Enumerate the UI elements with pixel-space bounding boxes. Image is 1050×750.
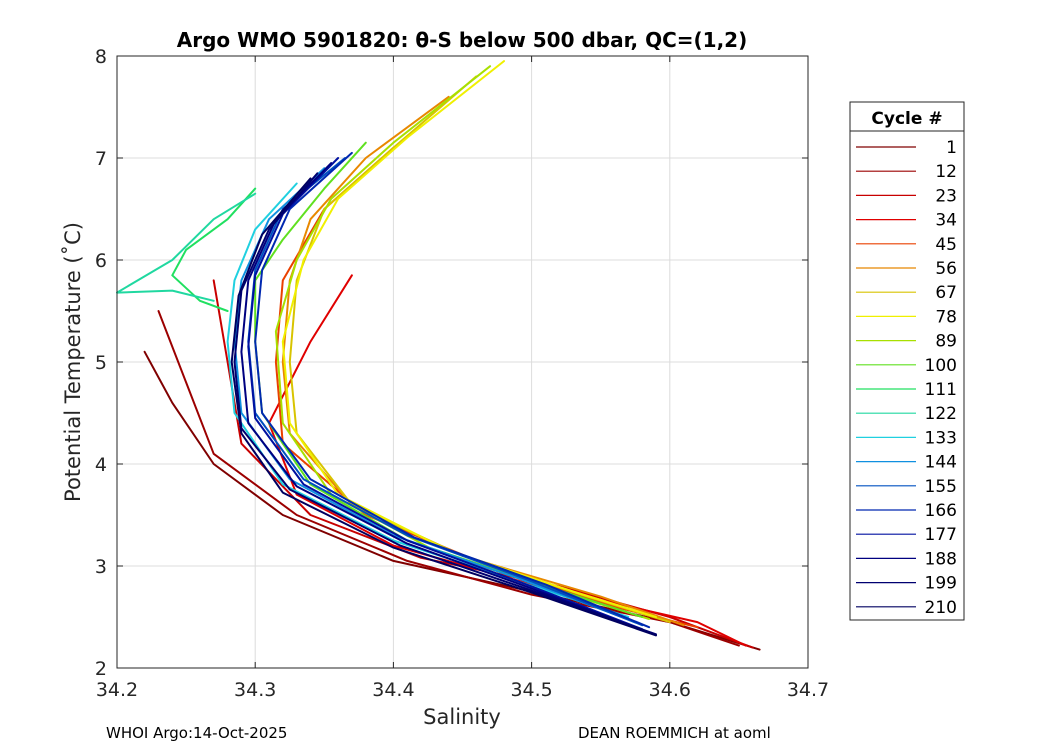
legend-label-188: 188 xyxy=(925,549,957,569)
x-tick-label: 34.7 xyxy=(787,679,829,701)
legend-label-56: 56 xyxy=(935,259,957,279)
y-tick-label: 6 xyxy=(95,250,107,272)
legend-label-34: 34 xyxy=(935,211,957,231)
y-tick-label: 2 xyxy=(95,658,107,680)
legend-label-177: 177 xyxy=(925,525,957,545)
legend-items: 1 12 23 34 45 56 67 78 89 100 111 122 133 144 155 166 17… xyxy=(856,138,957,618)
series-line-cycle-166 xyxy=(254,151,651,629)
series-layer xyxy=(116,60,761,651)
series-line-cycle-210 xyxy=(230,177,657,637)
series-line-cycle-56 xyxy=(281,95,685,627)
legend-label-133: 133 xyxy=(925,428,957,448)
legend-label-89: 89 xyxy=(935,332,957,352)
y-tick-label: 8 xyxy=(95,46,107,68)
plot-area: 34.2 34.3 34.4 34.5 34.6 34.7 2 3 4 5 6 7 8 xyxy=(95,46,829,701)
x-tick-label: 34.2 xyxy=(96,679,138,701)
ticks: 34.2 34.3 34.4 34.5 34.6 34.7 2 3 4 5 6 7 8 xyxy=(95,46,829,701)
legend-label-100: 100 xyxy=(925,356,957,376)
legend-label-199: 199 xyxy=(925,574,957,594)
y-axis-label: Potential Temperature (˚C) xyxy=(61,222,85,502)
legend-title: Cycle # xyxy=(871,109,942,129)
y-tick-label: 4 xyxy=(95,454,107,476)
series-line-cycle-111 xyxy=(171,187,257,312)
y-tick-label: 7 xyxy=(95,148,107,170)
legend-label-210: 210 xyxy=(925,598,957,618)
legend-label-144: 144 xyxy=(925,453,957,473)
x-tick-label: 34.3 xyxy=(234,679,276,701)
x-tick-label: 34.6 xyxy=(649,679,691,701)
legend-label-78: 78 xyxy=(935,307,957,327)
y-tick-label: 5 xyxy=(95,352,107,374)
legend-label-122: 122 xyxy=(925,404,957,424)
legend-label-12: 12 xyxy=(935,162,957,182)
legend-label-166: 166 xyxy=(925,501,957,521)
series-line-cycle-34 xyxy=(268,274,747,647)
x-axis-label: Salinity xyxy=(423,705,501,729)
series-line-cycle-177 xyxy=(247,157,644,631)
x-tick-label: 34.4 xyxy=(372,679,414,701)
series-line-cycle-188 xyxy=(240,162,651,634)
legend-label-67: 67 xyxy=(935,283,957,303)
legend-label-111: 111 xyxy=(925,380,957,400)
chart-title: Argo WMO 5901820: θ-S below 500 dbar, QC… xyxy=(177,28,747,52)
x-tick-label: 34.5 xyxy=(510,679,552,701)
legend: Cycle # 1 12 23 34 45 56 67 78 89 100 111 122 133 144… xyxy=(849,101,965,621)
legend-label-155: 155 xyxy=(925,477,957,497)
footer-right-credit: DEAN ROEMMICH at aoml xyxy=(578,724,771,742)
footer-left-credit: WHOI Argo:14-Oct-2025 xyxy=(106,724,288,742)
series-line-cycle-122 xyxy=(116,192,257,302)
y-tick-label: 3 xyxy=(95,556,107,578)
legend-label-45: 45 xyxy=(935,235,957,255)
legend-label-1: 1 xyxy=(946,138,957,158)
legend-label-23: 23 xyxy=(935,186,957,206)
